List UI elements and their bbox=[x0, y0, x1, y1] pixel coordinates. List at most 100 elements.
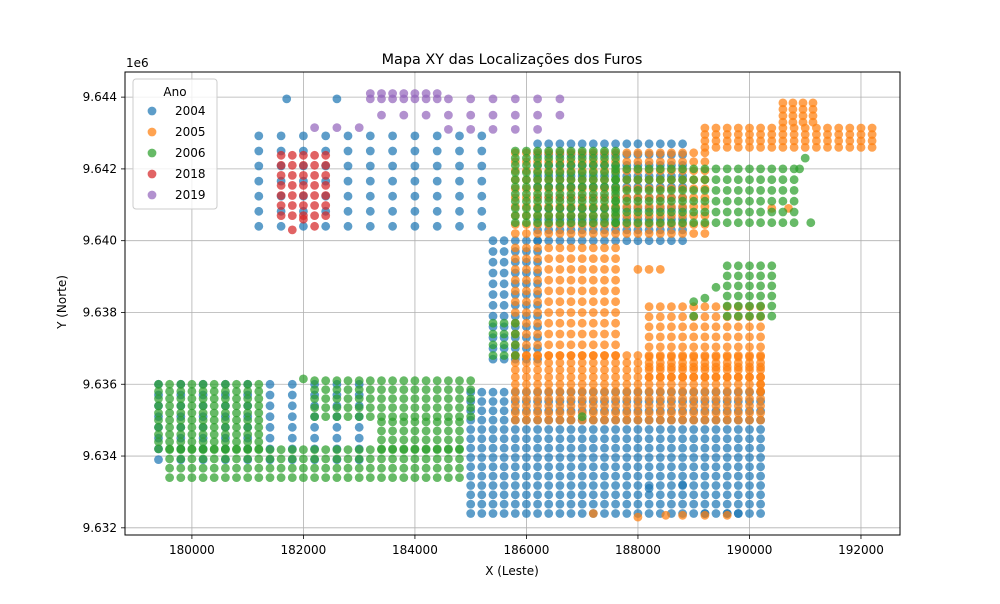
scatter-point bbox=[287, 473, 297, 482]
scatter-point bbox=[767, 175, 777, 185]
scatter-point bbox=[611, 329, 620, 339]
scatter-point bbox=[510, 218, 520, 228]
scatter-point bbox=[577, 211, 587, 221]
scatter-point bbox=[644, 394, 654, 403]
scatter-point bbox=[388, 435, 397, 445]
scatter-point bbox=[600, 175, 609, 185]
scatter-point bbox=[566, 189, 576, 199]
scatter-point bbox=[544, 401, 554, 411]
scatter-point bbox=[176, 463, 186, 473]
scatter-point bbox=[477, 499, 487, 509]
scatter-point bbox=[377, 110, 386, 120]
scatter-point bbox=[644, 408, 654, 418]
scatter-point bbox=[745, 362, 754, 372]
scatter-point bbox=[209, 454, 219, 464]
scatter-point bbox=[733, 394, 743, 403]
scatter-point bbox=[510, 415, 520, 425]
scatter-point bbox=[588, 509, 598, 518]
scatter-point bbox=[522, 434, 531, 444]
scatter-point bbox=[600, 146, 609, 156]
scatter-point bbox=[555, 415, 565, 425]
scatter-point bbox=[600, 358, 609, 368]
scatter-point bbox=[611, 372, 620, 382]
scatter-point bbox=[745, 143, 754, 152]
scatter-point bbox=[667, 453, 676, 462]
scatter-point bbox=[622, 471, 632, 481]
scatter-point bbox=[812, 136, 821, 146]
scatter-point bbox=[243, 379, 253, 389]
scatter-point bbox=[388, 417, 397, 427]
scatter-point bbox=[600, 471, 609, 481]
scatter-point bbox=[388, 394, 397, 403]
scatter-point bbox=[600, 196, 609, 206]
scatter-point bbox=[566, 254, 576, 263]
scatter-point bbox=[745, 332, 754, 342]
scatter-point bbox=[733, 499, 743, 509]
scatter-point bbox=[522, 153, 531, 163]
scatter-point bbox=[756, 130, 765, 139]
scatter-point bbox=[488, 415, 498, 425]
scatter-point bbox=[510, 387, 520, 396]
scatter-point bbox=[733, 196, 743, 206]
scatter-point bbox=[644, 415, 654, 425]
scatter-point bbox=[455, 191, 464, 201]
scatter-point bbox=[533, 415, 542, 425]
scatter-point bbox=[745, 372, 754, 382]
scatter-point bbox=[722, 499, 732, 509]
scatter-point bbox=[711, 490, 721, 500]
scatter-point bbox=[600, 387, 609, 396]
scatter-point bbox=[611, 415, 620, 425]
scatter-point bbox=[187, 415, 197, 425]
scatter-point bbox=[455, 146, 464, 156]
scatter-point bbox=[176, 437, 186, 447]
scatter-point bbox=[789, 196, 799, 206]
scatter-point bbox=[745, 387, 754, 396]
scatter-point bbox=[566, 471, 576, 481]
scatter-point bbox=[711, 372, 721, 382]
scatter-point bbox=[410, 426, 420, 436]
scatter-point bbox=[808, 104, 818, 114]
scatter-point bbox=[600, 308, 609, 317]
scatter-point bbox=[176, 408, 186, 418]
scatter-point bbox=[477, 434, 487, 444]
scatter-point bbox=[544, 351, 554, 360]
scatter-point bbox=[600, 160, 609, 170]
scatter-point bbox=[533, 408, 542, 418]
scatter-point bbox=[544, 168, 554, 177]
scatter-point bbox=[198, 401, 208, 411]
scatter-point bbox=[522, 254, 531, 263]
scatter-point bbox=[209, 415, 219, 425]
scatter-point bbox=[733, 218, 743, 228]
scatter-point bbox=[555, 182, 565, 192]
scatter-point bbox=[477, 481, 487, 490]
scatter-point bbox=[299, 181, 308, 190]
scatter-point bbox=[533, 340, 542, 350]
scatter-point bbox=[633, 387, 643, 396]
scatter-point bbox=[276, 211, 286, 221]
scatter-point bbox=[321, 191, 331, 200]
scatter-point bbox=[644, 164, 654, 174]
scatter-point bbox=[733, 415, 743, 425]
scatter-point bbox=[611, 401, 620, 411]
scatter-point bbox=[477, 425, 487, 434]
scatter-point bbox=[555, 394, 565, 403]
scatter-point bbox=[756, 481, 765, 490]
scatter-point bbox=[499, 499, 509, 509]
scatter-point bbox=[778, 218, 788, 228]
scatter-point bbox=[577, 146, 587, 156]
scatter-point bbox=[332, 385, 342, 394]
scatter-point bbox=[388, 426, 397, 436]
scatter-point bbox=[722, 510, 732, 520]
scatter-point bbox=[243, 394, 253, 403]
scatter-point bbox=[522, 509, 531, 518]
scatter-point bbox=[510, 168, 520, 177]
scatter-point bbox=[310, 403, 319, 412]
scatter-point bbox=[365, 191, 375, 201]
scatter-point bbox=[722, 401, 732, 411]
scatter-point bbox=[661, 510, 671, 520]
scatter-point bbox=[332, 123, 342, 132]
scatter-point bbox=[566, 379, 576, 389]
scatter-point bbox=[343, 221, 353, 231]
scatter-point bbox=[533, 265, 542, 274]
scatter-point bbox=[745, 462, 754, 472]
